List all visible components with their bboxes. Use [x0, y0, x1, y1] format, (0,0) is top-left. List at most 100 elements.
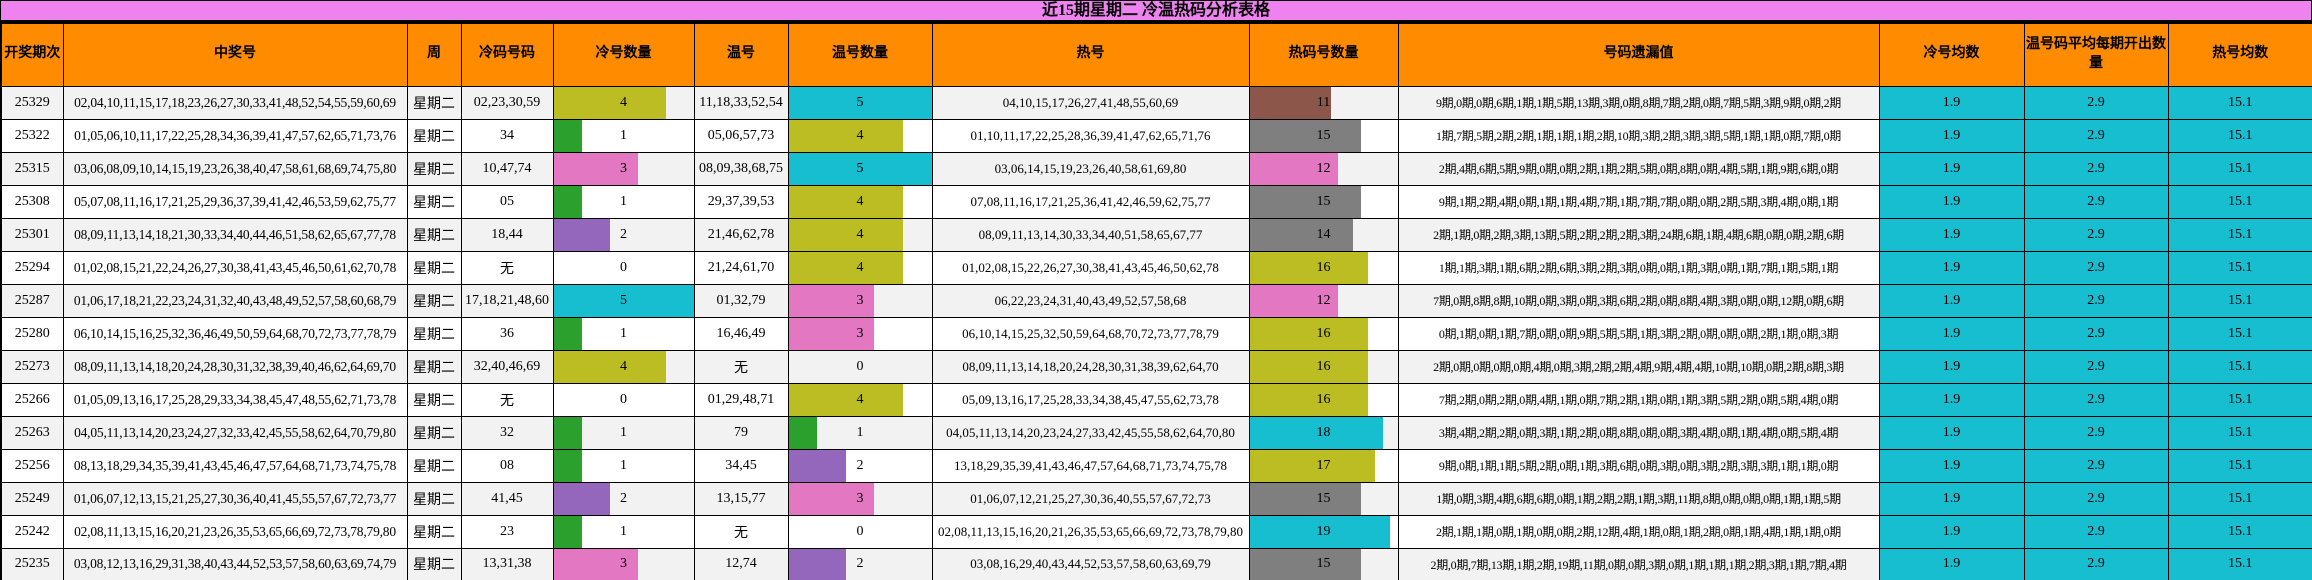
cell-period: 25322 — [0, 118, 64, 153]
count-bar — [1250, 252, 1368, 283]
cell-cold_avg: 1.9 — [1878, 118, 2025, 153]
cell-win_numbers: 01,06,07,12,13,15,21,25,27,30,36,40,41,4… — [62, 481, 408, 516]
cell-warm_numbers: 12,74 — [693, 547, 789, 580]
cell-hot_numbers: 03,06,14,15,19,23,26,40,58,61,69,80 — [931, 151, 1250, 186]
table-row: 25242 02,08,11,13,15,16,20,21,23,26,35,53… — [0, 514, 2312, 549]
cell-cold_count: 1 — [552, 514, 695, 549]
cell-week: 星期二 — [406, 85, 462, 120]
cell-hot_numbers: 07,08,11,16,17,21,25,36,41,42,46,59,62,7… — [931, 184, 1250, 219]
table-row: 25235 03,08,12,13,16,29,31,38,40,43,44,52… — [0, 547, 2312, 580]
count-bar — [554, 87, 666, 118]
count-bar — [789, 384, 903, 415]
cell-win_numbers: 08,09,11,13,14,18,20,24,28,30,31,32,38,3… — [62, 349, 408, 384]
cell-week: 星期二 — [406, 415, 462, 450]
cell-hot_avg: 15.1 — [2167, 184, 2312, 219]
count-bar — [554, 549, 638, 580]
cell-week: 星期二 — [406, 382, 462, 417]
count-bar — [554, 516, 582, 547]
cell-hot_numbers: 06,22,23,24,31,40,43,49,52,57,58,68 — [931, 283, 1250, 318]
cell-win_numbers: 01,02,08,15,21,22,24,26,27,30,38,41,43,4… — [62, 250, 408, 285]
cell-cold_avg: 1.9 — [1878, 316, 2025, 351]
cell-cold_count: 3 — [552, 151, 695, 186]
cell-week: 星期二 — [406, 151, 462, 186]
cell-hot_avg: 15.1 — [2167, 250, 2312, 285]
count-bar — [789, 186, 903, 217]
cell-period: 25287 — [0, 283, 64, 318]
cell-warm_avg: 2.9 — [2023, 151, 2169, 186]
cell-omissions: 9期,0期,0期,6期,1期,1期,5期,13期,3期,0期,8期,7期,2期,… — [1397, 85, 1880, 120]
cell-cold_count: 0 — [552, 250, 695, 285]
count-bar — [554, 318, 582, 349]
cell-cold_numbers: 10,47,74 — [460, 151, 554, 186]
cell-hot_numbers: 04,05,11,13,14,20,23,24,27,33,42,45,55,5… — [931, 415, 1250, 450]
cell-cold_avg: 1.9 — [1878, 415, 2025, 450]
cell-cold_numbers: 23 — [460, 514, 554, 549]
cell-period: 25263 — [0, 415, 64, 450]
count-bar — [789, 219, 903, 250]
cell-cold_numbers: 13,31,38 — [460, 547, 554, 580]
cell-win_numbers: 06,10,14,15,16,25,32,36,46,49,50,59,64,6… — [62, 316, 408, 351]
cell-warm_numbers: 01,29,48,71 — [693, 382, 789, 417]
cell-cold_avg: 1.9 — [1878, 349, 2025, 384]
count-bar — [554, 219, 610, 250]
table-row: 25294 01,02,08,15,21,22,24,26,27,30,38,41… — [0, 250, 2312, 285]
cell-hot_count: 15 — [1248, 118, 1399, 153]
count-bar — [1250, 186, 1361, 217]
cell-hot_count: 18 — [1248, 415, 1399, 450]
cell-cold_avg: 1.9 — [1878, 448, 2025, 483]
cell-hot_count: 16 — [1248, 250, 1399, 285]
cell-cold_numbers: 32,40,46,69 — [460, 349, 554, 384]
cell-period: 25249 — [0, 481, 64, 516]
cell-week: 星期二 — [406, 283, 462, 318]
cell-hot_avg: 15.1 — [2167, 448, 2312, 483]
table-row: 25256 08,13,18,29,34,35,39,41,43,45,46,47… — [0, 448, 2312, 483]
cell-hot_numbers: 13,18,29,35,39,41,43,46,47,57,64,68,71,7… — [931, 448, 1250, 483]
cell-week: 星期二 — [406, 448, 462, 483]
count-bar — [1250, 450, 1376, 481]
cell-cold_count: 2 — [552, 217, 695, 252]
cell-period: 25273 — [0, 349, 64, 384]
cell-hot_count: 19 — [1248, 514, 1399, 549]
cell-warm_numbers: 08,09,38,68,75 — [693, 151, 789, 186]
cell-warm_avg: 2.9 — [2023, 547, 2169, 580]
cell-warm_avg: 2.9 — [2023, 349, 2169, 384]
count-bar — [1250, 516, 1391, 547]
cell-cold_avg: 1.9 — [1878, 85, 2025, 120]
cell-cold_numbers: 18,44 — [460, 217, 554, 252]
cell-hot_count: 12 — [1248, 151, 1399, 186]
cell-cold_avg: 1.9 — [1878, 382, 2025, 417]
cell-week: 星期二 — [406, 514, 462, 549]
cell-period: 25294 — [0, 250, 64, 285]
cell-cold_numbers: 无 — [460, 382, 554, 417]
cell-warm_numbers: 无 — [693, 349, 789, 384]
count-bar — [1250, 120, 1361, 151]
table-row: 25266 01,05,09,13,16,17,25,28,29,33,34,38… — [0, 382, 2312, 417]
table-row: 25249 01,06,07,12,13,15,21,25,27,30,36,40… — [0, 481, 2312, 516]
cell-hot_numbers: 01,10,11,17,22,25,28,36,39,41,47,62,65,7… — [931, 118, 1250, 153]
cell-hot_numbers: 03,08,16,29,40,43,44,52,53,57,58,60,63,6… — [931, 547, 1250, 580]
cell-cold_count: 1 — [552, 184, 695, 219]
cell-hot_avg: 15.1 — [2167, 547, 2312, 580]
count-bar — [789, 285, 875, 316]
cell-cold_count: 1 — [552, 316, 695, 351]
cell-omissions: 7期,0期,8期,8期,10期,0期,3期,0期,3期,6期,2期,0期,8期,… — [1397, 283, 1880, 318]
cell-hot_avg: 15.1 — [2167, 316, 2312, 351]
table-row: 25263 04,05,11,13,14,20,23,24,27,32,33,42… — [0, 415, 2312, 450]
cell-win_numbers: 03,08,12,13,16,29,31,38,40,43,44,52,53,5… — [62, 547, 408, 580]
count-bar — [554, 153, 638, 184]
cell-week: 星期二 — [406, 481, 462, 516]
cell-hot_numbers: 02,08,11,13,15,16,20,21,26,35,53,65,66,6… — [931, 514, 1250, 549]
cell-warm_count: 3 — [787, 316, 933, 351]
cell-week: 星期二 — [406, 217, 462, 252]
column-header-week: 周 — [406, 22, 462, 87]
cell-win_numbers: 08,13,18,29,34,35,39,41,43,45,46,47,57,6… — [62, 448, 408, 483]
cell-cold_count: 1 — [552, 415, 695, 450]
table-row: 25273 08,09,11,13,14,18,20,24,28,30,31,32… — [0, 349, 2312, 384]
cell-cold_numbers: 36 — [460, 316, 554, 351]
cell-warm_numbers: 21,46,62,78 — [693, 217, 789, 252]
cell-cold_numbers: 41,45 — [460, 481, 554, 516]
count-bar — [789, 483, 875, 514]
cell-win_numbers: 01,06,17,18,21,22,23,24,31,32,40,43,48,4… — [62, 283, 408, 318]
cell-hot_numbers: 01,06,07,12,21,25,27,30,36,40,55,57,67,7… — [931, 481, 1250, 516]
